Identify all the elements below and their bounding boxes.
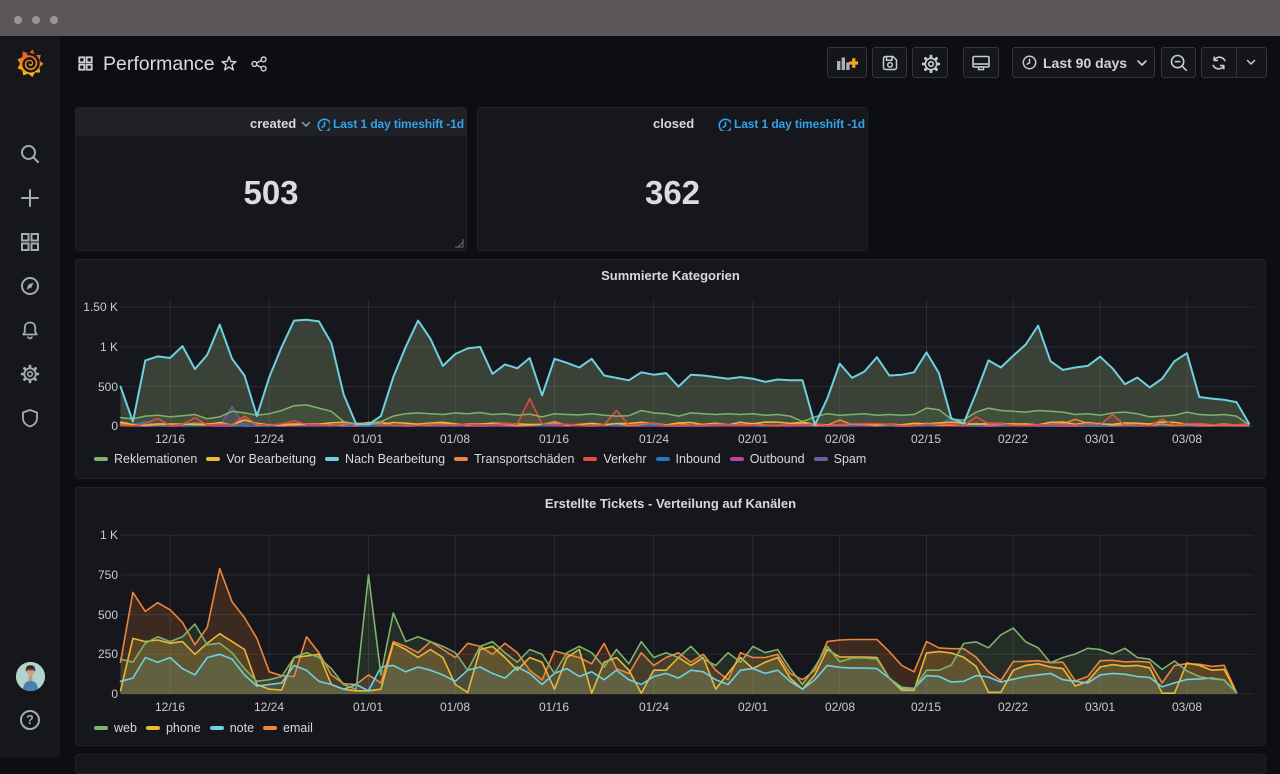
svg-text:?: ? — [26, 713, 34, 727]
